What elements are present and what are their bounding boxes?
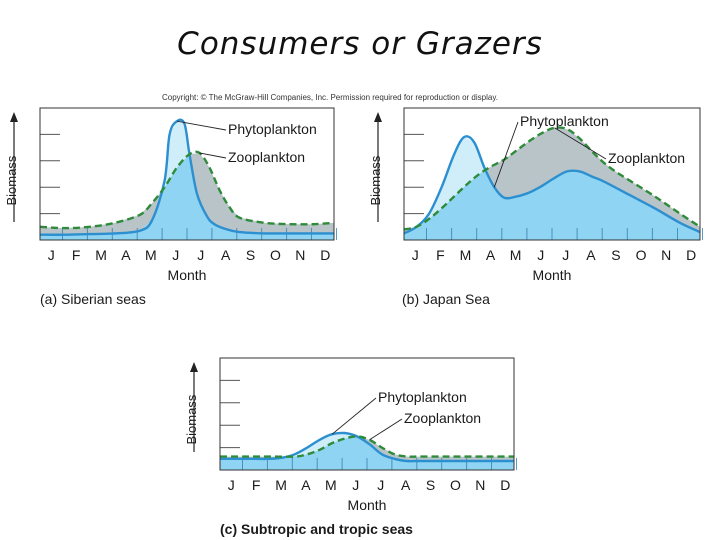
- x-tick-label: J: [228, 477, 235, 493]
- x-tick-label: F: [252, 477, 261, 493]
- zooplankton-label: Zooplankton: [608, 150, 685, 166]
- phytoplankton-label: Phytoplankton: [378, 389, 467, 405]
- x-tick-label: N: [475, 477, 485, 493]
- caption-japan: (b) Japan Sea: [402, 291, 490, 307]
- x-tick-label: J: [537, 247, 544, 263]
- phytoplankton-label: Phytoplankton: [228, 121, 317, 137]
- leader-line: [199, 152, 227, 159]
- x-axis-label: Month: [348, 497, 387, 513]
- chart-panel-japan: Biomass J F M A M J J A S O N D Month Phytoplankton Zoo…: [362, 100, 707, 310]
- x-tick-label: F: [436, 247, 445, 263]
- phytoplankton-label: Phytoplankton: [520, 113, 609, 129]
- x-tick-label: J: [377, 477, 384, 493]
- x-tick-label: M: [145, 247, 157, 263]
- copyright-notice: Copyright: © The McGraw-Hill Companies, …: [162, 93, 498, 102]
- x-tick-label: A: [486, 247, 496, 263]
- x-tick-label: S: [611, 247, 620, 263]
- x-tick-label: N: [661, 247, 671, 263]
- x-tick-label: J: [562, 247, 569, 263]
- slide-title: Consumers or Grazers: [177, 26, 543, 62]
- overlap-area: [404, 170, 700, 240]
- x-tick-label: M: [325, 477, 337, 493]
- x-tick-label: S: [246, 247, 255, 263]
- leader-line: [493, 121, 519, 188]
- zooplankton-line: [403, 126, 701, 231]
- phytoplankton-line: [39, 118, 334, 236]
- x-tick-label: A: [121, 247, 131, 263]
- plot-frame: [219, 357, 515, 471]
- x-tick-label: S: [426, 477, 435, 493]
- chart-panel-tropic: Biomass J F M A M J J A S O N D Month Phytoplankton Zoo…: [178, 330, 523, 520]
- zooplankton-line: [220, 435, 514, 458]
- phytoplankton-line: [220, 431, 514, 463]
- x-tick-label: J: [48, 247, 55, 263]
- x-tick-label: J: [172, 247, 179, 263]
- y-axis-label: Biomass: [184, 394, 199, 444]
- x-tick-label: M: [275, 477, 287, 493]
- x-tick-label: A: [301, 477, 311, 493]
- x-tick-label: D: [320, 247, 330, 263]
- x-tick-label: J: [352, 477, 359, 493]
- x-tick-label: D: [500, 477, 510, 493]
- leader-line: [331, 397, 377, 435]
- leader-line: [369, 418, 403, 441]
- zooplankton-surplus-area: [404, 127, 700, 234]
- y-axis-label: Biomass: [4, 155, 19, 205]
- x-tick-label: M: [510, 247, 522, 263]
- x-tick-label: A: [401, 477, 411, 493]
- y-axis-label: Biomass: [368, 155, 383, 205]
- x-tick-label: J: [412, 247, 419, 263]
- x-tick-label: O: [450, 477, 461, 493]
- x-tick-label: D: [686, 247, 696, 263]
- caption-siberian: (a) Siberian seas: [40, 291, 146, 307]
- overlap-area: [40, 154, 334, 240]
- y-axis-arrowhead: [190, 362, 198, 372]
- zooplankton-label: Zooplankton: [228, 149, 305, 165]
- y-axis-arrowhead: [374, 112, 382, 122]
- phytoplankton-line: [403, 135, 701, 235]
- x-tick-label: F: [72, 247, 81, 263]
- zooplankton-label: Zooplankton: [404, 410, 481, 426]
- leader-line: [176, 120, 227, 131]
- plot-frame: [39, 107, 335, 241]
- x-tick-label: J: [197, 247, 204, 263]
- zooplankton-line: [39, 150, 335, 230]
- x-axis-label: Month: [168, 267, 207, 283]
- x-tick-label: M: [95, 247, 107, 263]
- chart-panel-siberian: Biomass J F M A M J J A S O N D Month Phytoplankton Zoo…: [0, 100, 345, 310]
- x-tick-label: M: [460, 247, 472, 263]
- x-axis-label: Month: [533, 267, 572, 283]
- caption-tropic: (c) Subtropic and tropic seas: [220, 521, 413, 537]
- plot-frame: [403, 107, 701, 241]
- x-tick-label: A: [586, 247, 596, 263]
- leader-line: [554, 127, 607, 160]
- x-tick-label: O: [636, 247, 647, 263]
- x-tick-label: N: [295, 247, 305, 263]
- y-axis-arrowhead: [10, 112, 18, 122]
- x-tick-label: O: [270, 247, 281, 263]
- x-tick-label: A: [221, 247, 231, 263]
